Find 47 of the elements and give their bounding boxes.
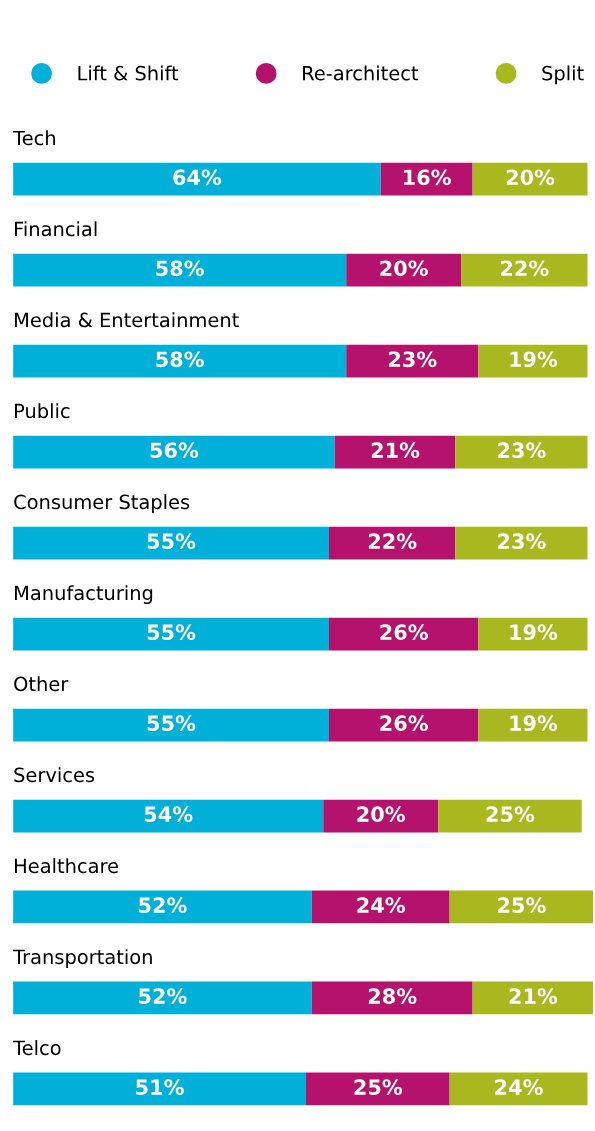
data-label: 25% xyxy=(354,1079,403,1095)
data-label: 24% xyxy=(357,897,405,914)
y-tick-label: Healthcare xyxy=(15,858,119,874)
data-label: 51% xyxy=(136,1079,184,1095)
data-label: 52% xyxy=(139,897,187,914)
y-tick-label: Tech xyxy=(13,130,55,146)
y-tick-label: Services xyxy=(14,767,95,783)
data-label: 25% xyxy=(498,897,546,914)
data-label: 21% xyxy=(371,442,420,459)
y-tick-label: Public xyxy=(15,403,70,419)
data-label: 24% xyxy=(495,1079,543,1095)
data-label: 16% xyxy=(404,169,451,186)
data-label: 23% xyxy=(389,351,437,368)
y-tick-label: Consumer Staples xyxy=(14,494,190,514)
data-label: 22% xyxy=(501,260,549,277)
data-label: 21% xyxy=(509,988,558,1005)
data-label: 19% xyxy=(510,715,558,732)
legend-label: Split xyxy=(542,65,584,85)
data-label: 20% xyxy=(380,260,428,277)
y-tick-label: Telco xyxy=(13,1040,61,1056)
data-label: 20% xyxy=(357,806,405,823)
data-label: 56% xyxy=(150,442,199,459)
data-label: 23% xyxy=(498,533,546,550)
data-label: 20% xyxy=(506,169,555,186)
data-label: 26% xyxy=(380,624,428,641)
y-tick-label: Manufacturing xyxy=(15,585,153,605)
data-label: 55% xyxy=(147,533,196,550)
y-tick-label: Transportation xyxy=(13,949,152,968)
data-label: 64% xyxy=(173,169,222,186)
legend-label: Lift & Shift xyxy=(78,65,179,81)
data-label: 23% xyxy=(498,442,546,459)
data-label: 55% xyxy=(147,715,196,732)
data-label: 22% xyxy=(368,533,417,550)
y-tick-label: Media & Entertainment xyxy=(15,312,239,328)
data-label: 58% xyxy=(156,260,204,277)
legend-label: Re-architect xyxy=(303,65,419,81)
data-label: 19% xyxy=(510,351,558,368)
y-tick-label: Financial xyxy=(15,221,97,237)
y-tick-label: Other xyxy=(14,676,69,692)
data-label: 19% xyxy=(510,624,558,641)
data-label: 26% xyxy=(380,715,428,732)
data-label: 25% xyxy=(486,806,535,823)
data-label: 58% xyxy=(156,351,204,368)
data-label: 54% xyxy=(144,806,193,823)
data-label: 55% xyxy=(147,624,196,641)
data-label: 28% xyxy=(368,988,417,1005)
data-label: 52% xyxy=(139,988,187,1005)
